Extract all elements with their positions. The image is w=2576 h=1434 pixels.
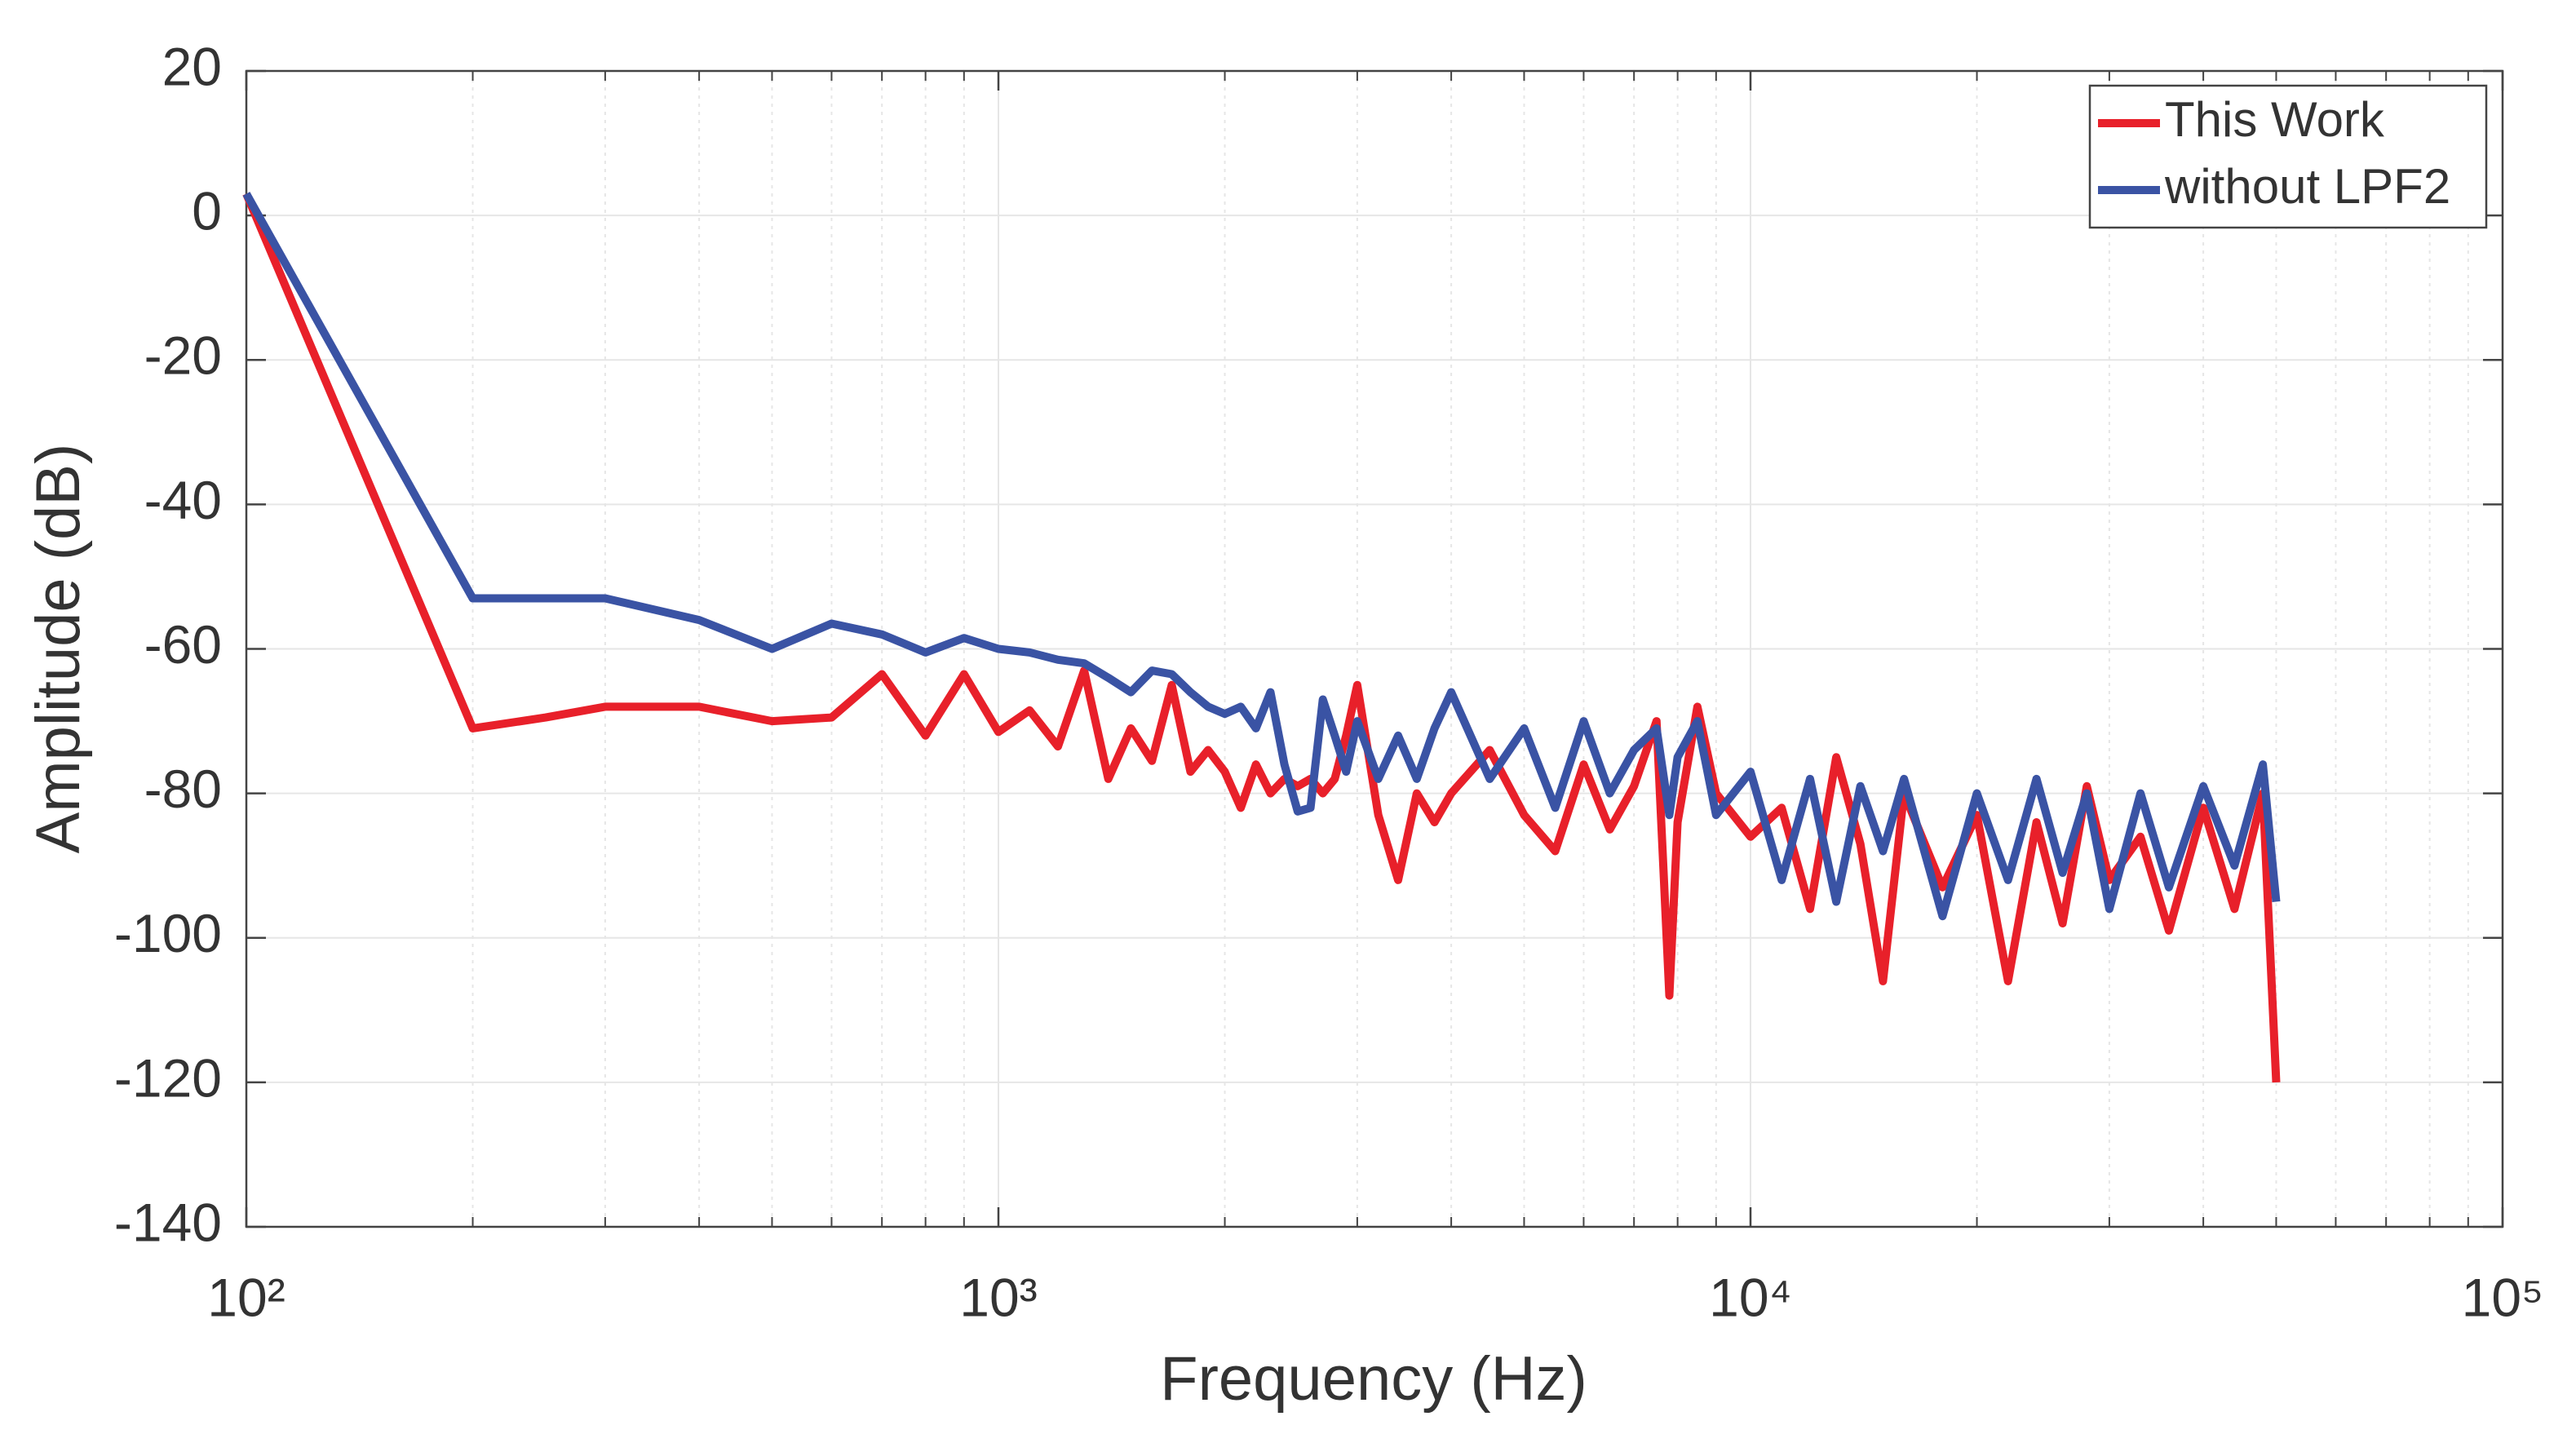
legend-label: without LPF2 xyxy=(2164,159,2450,214)
y-tick-label: -80 xyxy=(144,759,222,819)
legend: This Work without LPF2 xyxy=(2088,84,2488,229)
y-tick-label: -20 xyxy=(144,325,222,386)
x-tick-label: 10² xyxy=(207,1267,285,1327)
x-axis-label: Frequency (Hz) xyxy=(1160,1344,1587,1414)
series-line xyxy=(242,192,2281,921)
plot-frame xyxy=(245,69,2504,1228)
y-tick-label: -100 xyxy=(114,903,222,963)
y-tick-label: -140 xyxy=(114,1192,222,1252)
y-tick-label: -60 xyxy=(144,614,222,675)
x-tick-label: 10⁵ xyxy=(2462,1267,2544,1327)
y-tick-label: -40 xyxy=(144,470,222,530)
series-line xyxy=(242,192,2281,1083)
y-tick-label: -120 xyxy=(114,1047,222,1108)
legend-label: This Work xyxy=(2165,92,2385,147)
legend-box xyxy=(2088,84,2488,229)
y-axis-label: Amplitude (dB) xyxy=(24,444,93,854)
x-tick-label: 10⁴ xyxy=(1709,1267,1792,1327)
y-tick-label: 0 xyxy=(192,181,222,241)
x-tick-label: 10³ xyxy=(959,1267,1037,1327)
y-tick-label: 20 xyxy=(162,36,222,96)
